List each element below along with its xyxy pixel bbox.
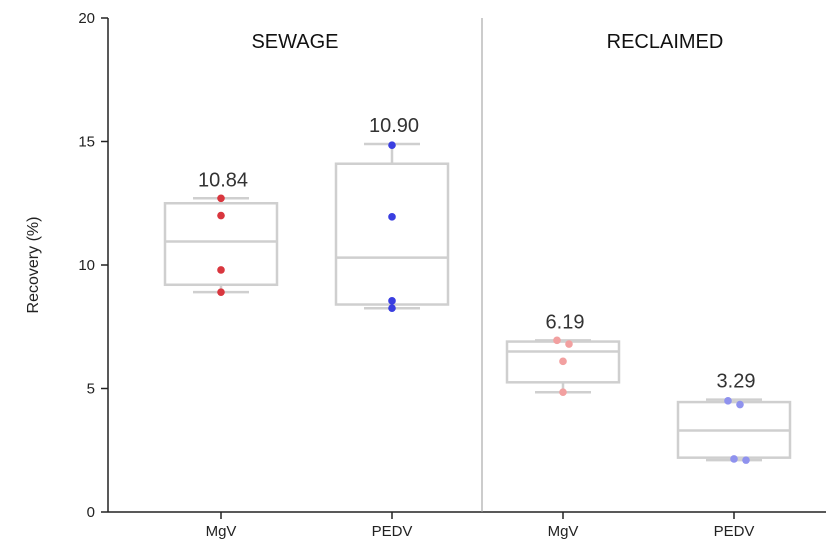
y-tick-label: 0 <box>87 504 95 521</box>
box-reclaimed-mgv: 6.19 <box>505 311 621 397</box>
mean-label: 6.19 <box>546 311 585 333</box>
x-tick-label: PEDV <box>372 523 413 540</box>
y-tick-label: 15 <box>78 134 95 151</box>
data-point <box>217 211 225 220</box>
data-point <box>553 336 561 345</box>
x-tick-label: MgV <box>548 523 579 540</box>
mean-label: 10.84 <box>198 169 248 191</box>
box-sewage-mgv: 10.84 <box>163 169 279 296</box>
x-tick-label: PEDV <box>714 523 755 540</box>
y-ticks: 0 5 10 15 20 <box>78 10 108 521</box>
y-tick-label: 10 <box>78 257 95 274</box>
y-tick-label: 20 <box>78 10 95 27</box>
data-point <box>217 288 225 296</box>
panel-title-sewage: SEWAGE <box>251 31 338 53</box>
data-point <box>388 304 396 313</box>
data-point <box>388 213 396 221</box>
data-point <box>388 141 396 150</box>
data-point <box>736 400 744 409</box>
data-point <box>217 266 225 274</box>
box-iqr <box>334 162 450 306</box>
box-sewage-pedv: 10.90 <box>334 115 450 313</box>
x-ticks: MgV PEDV MgV PEDV <box>206 512 755 540</box>
y-axis-title: Recovery (%) <box>25 217 42 314</box>
panel-title-reclaimed: RECLAIMED <box>607 31 724 53</box>
data-point <box>730 455 738 463</box>
box-iqr <box>505 340 621 384</box>
data-point <box>565 340 573 348</box>
box-reclaimed-pedv: 3.29 <box>676 371 792 464</box>
data-point <box>724 397 732 405</box>
mean-label: 10.90 <box>369 115 419 137</box>
data-point <box>217 194 225 203</box>
box-iqr <box>163 202 279 287</box>
mean-label: 3.29 <box>717 371 756 393</box>
box-group: 10.84 10.90 6.19 3.29 <box>163 115 792 464</box>
axes: Recovery (%) SEWAGE RECLAIMED <box>25 18 826 513</box>
y-tick-label: 5 <box>87 381 95 398</box>
data-point <box>559 357 567 366</box>
data-point <box>559 388 567 397</box>
x-tick-label: MgV <box>206 523 237 540</box>
data-point <box>742 456 750 464</box>
data-point <box>388 297 396 305</box>
